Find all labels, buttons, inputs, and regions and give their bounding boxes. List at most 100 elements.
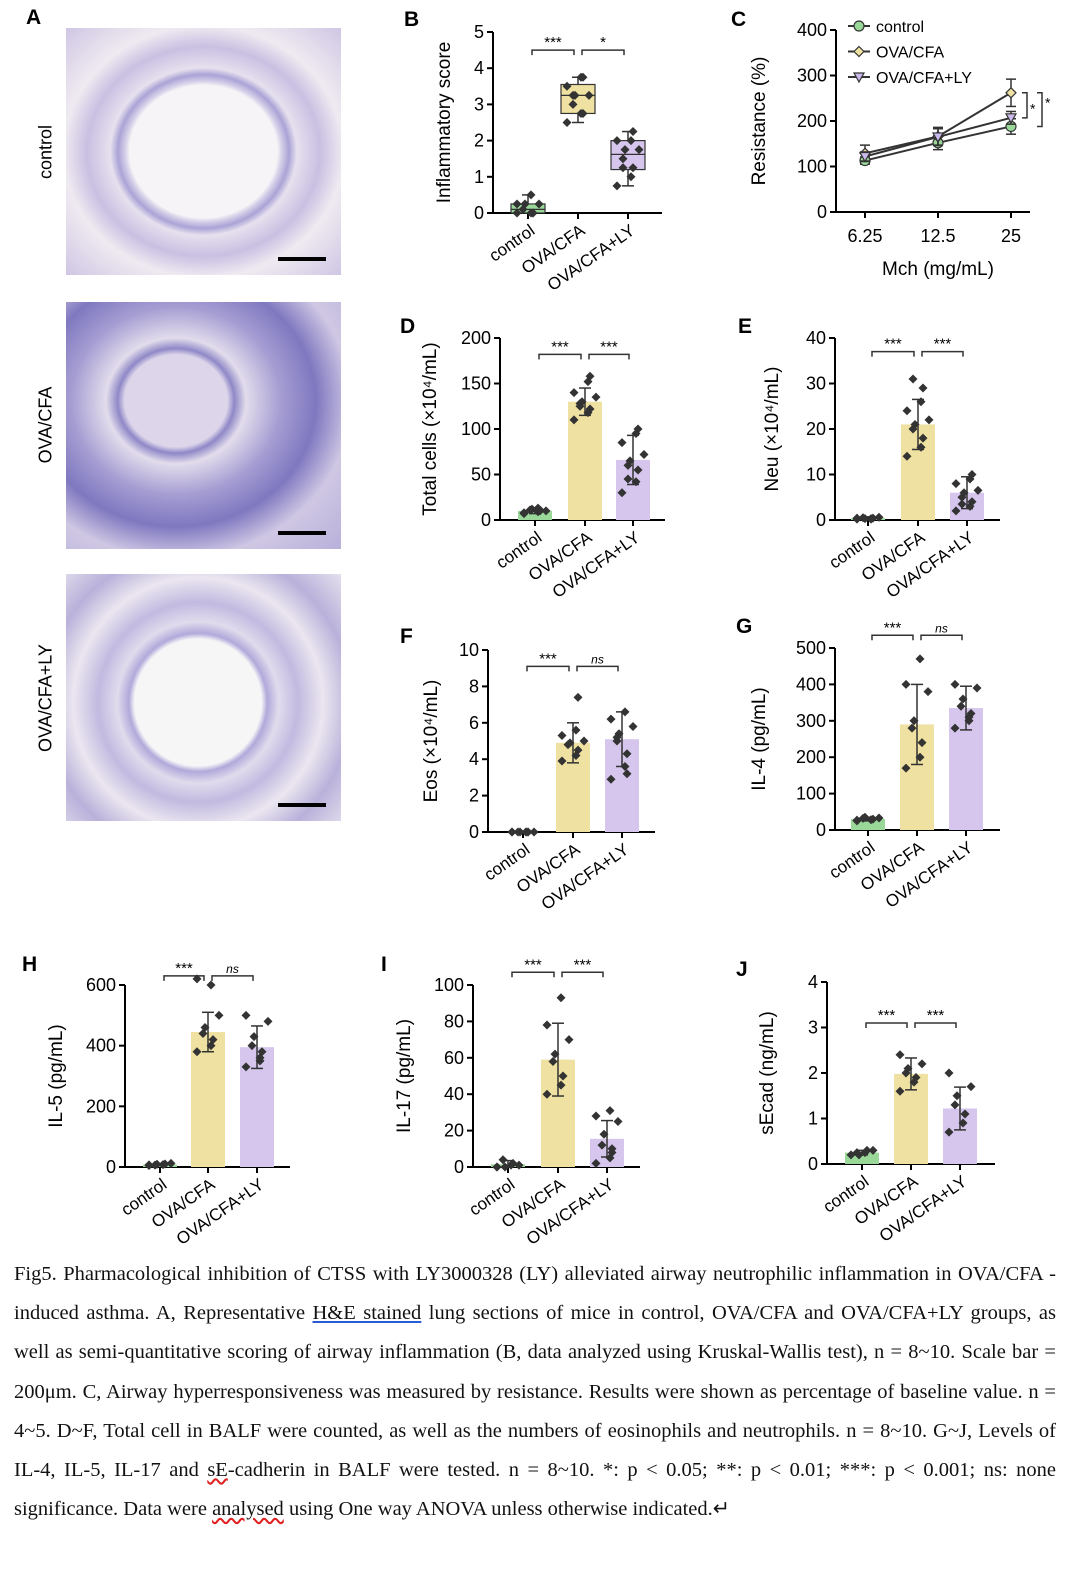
data-point	[639, 449, 649, 459]
data-point	[1005, 86, 1017, 99]
panel-letter: B	[404, 8, 419, 31]
significance-bracket	[211, 975, 254, 981]
scale-bar	[278, 257, 326, 261]
data-point	[910, 419, 920, 429]
significance-label: ns	[935, 621, 948, 635]
data-point	[860, 812, 870, 822]
scale-bar	[278, 531, 326, 535]
data-point	[862, 1145, 872, 1155]
data-point	[612, 732, 622, 742]
data-point	[578, 108, 588, 118]
y-tick-label: 20	[806, 419, 826, 439]
y-tick-label: 300	[796, 711, 826, 731]
data-point	[917, 1059, 927, 1069]
data-point	[944, 1127, 954, 1137]
significance-bracket	[526, 665, 570, 672]
bar-0	[845, 1152, 879, 1164]
data-point	[192, 1047, 202, 1057]
data-point	[573, 692, 583, 702]
data-point	[866, 514, 876, 524]
significance-label: *	[600, 34, 606, 51]
significance-bracket	[581, 49, 625, 56]
caption-text-he-stained: H&E stained	[312, 1302, 422, 1325]
y-tick-label: 200	[797, 111, 827, 131]
data-point	[915, 654, 925, 664]
data-point	[527, 504, 537, 514]
data-point	[585, 404, 595, 414]
data-point	[500, 1162, 510, 1172]
data-point	[160, 1159, 170, 1169]
data-point	[931, 132, 945, 144]
caption-text: -cadherin in BALF were tested. n = 8~10.…	[14, 1459, 1056, 1521]
data-point	[964, 712, 974, 722]
data-point	[918, 383, 928, 393]
y-tick-label: 0	[808, 1154, 818, 1174]
data-point	[895, 1050, 905, 1060]
y-tick-label: 0	[469, 822, 479, 842]
significance-label: ***	[600, 338, 618, 355]
significance-label: ***	[524, 956, 542, 973]
significance-label: ***	[539, 650, 557, 667]
data-point	[255, 1053, 265, 1063]
data-point	[618, 163, 628, 173]
y-tick-label: 100	[461, 419, 491, 439]
data-point	[852, 815, 862, 825]
panel-a-letter: A	[26, 6, 42, 29]
data-point	[558, 1071, 568, 1081]
significance-bracket	[1037, 92, 1043, 128]
data-point	[911, 1073, 921, 1083]
significance-bracket	[921, 350, 964, 357]
data-point	[206, 980, 216, 990]
data-point	[542, 1089, 552, 1099]
significance-label: ns	[226, 962, 239, 976]
data-point	[634, 145, 644, 155]
y-tick-label: 1	[474, 167, 484, 187]
y-tick-label: 6	[469, 713, 479, 733]
y-axis-label: IL-17 (pg/mL)	[394, 1019, 415, 1133]
y-tick-label: 0	[481, 510, 491, 530]
data-point	[628, 721, 638, 731]
significance-bracket	[576, 665, 619, 672]
y-tick-label: 40	[806, 328, 826, 348]
panel-letter: G	[736, 615, 752, 638]
legend-label: OVA/CFA	[876, 45, 944, 62]
data-point	[852, 513, 862, 523]
data-point	[529, 827, 539, 837]
data-point	[564, 1035, 574, 1045]
y-axis-label: Total cells (×10⁴/mL)	[420, 342, 441, 515]
y-tick-label: 200	[461, 328, 491, 348]
legend-marker	[853, 20, 865, 32]
data-point	[918, 433, 928, 443]
data-point	[951, 506, 961, 516]
y-axis-label: Neu (×10⁴/mL)	[762, 367, 783, 492]
y-tick-label: 100	[434, 975, 464, 995]
data-point	[605, 1106, 615, 1116]
y-tick-label: 4	[474, 58, 484, 78]
data-point	[241, 1062, 251, 1072]
data-point	[908, 374, 918, 384]
data-point	[241, 1010, 251, 1020]
significance-bracket	[871, 634, 914, 641]
y-tick-label: 10	[806, 465, 826, 485]
y-axis-label: Inflammatory score	[434, 42, 455, 204]
caption-text-se: sE	[207, 1459, 228, 1482]
data-point	[633, 424, 643, 434]
data-point	[606, 774, 616, 784]
y-tick-label: 5	[474, 22, 484, 42]
y-tick-label: 50	[471, 465, 491, 485]
caption-text-analysed: analysed	[212, 1498, 284, 1521]
significance-bracket	[588, 353, 630, 360]
data-point	[916, 397, 926, 407]
data-point	[612, 181, 622, 191]
significance-bracket	[531, 49, 575, 56]
y-tick-label: 2	[474, 131, 484, 151]
significance-label: ***	[175, 960, 193, 977]
data-point	[606, 714, 616, 724]
data-point	[591, 1111, 601, 1121]
panel-letter: C	[731, 8, 746, 31]
panel-letter: D	[400, 315, 415, 338]
data-point	[556, 1080, 566, 1090]
panel-letter: E	[738, 315, 752, 338]
data-point	[924, 415, 934, 425]
data-point	[950, 679, 960, 689]
